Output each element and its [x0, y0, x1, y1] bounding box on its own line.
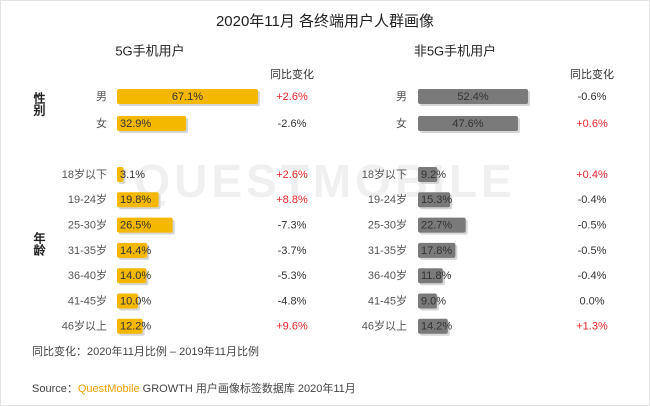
- source-text: GROWTH 用户画像标签数据库 2020年11月: [140, 381, 356, 395]
- value-label: 14.4%: [120, 245, 151, 257]
- value-label: 67.1%: [172, 91, 203, 103]
- value-label: 26.5%: [120, 220, 151, 232]
- category-label: 41-45岁: [368, 293, 407, 307]
- bar: [117, 89, 258, 104]
- bar: [418, 268, 443, 284]
- bar: [418, 89, 529, 104]
- category-label: 25-30岁: [368, 218, 407, 232]
- value-label: 14.0%: [120, 270, 151, 282]
- source-prefix: Source：: [32, 383, 78, 395]
- value-label: 17.8%: [421, 245, 452, 257]
- category-label: 女: [396, 116, 407, 130]
- change-label: 0.0%: [579, 295, 604, 307]
- category-label: 36-40岁: [368, 268, 407, 282]
- panel-title: 5G手机用户: [115, 43, 184, 58]
- bar: [418, 217, 466, 233]
- value-label: 14.2%: [421, 321, 452, 333]
- bar: [418, 116, 518, 131]
- change-header: 同比变化: [570, 67, 614, 81]
- bar: [418, 192, 451, 208]
- group-label: 性别: [32, 92, 46, 116]
- value-label: 15.3%: [421, 194, 452, 206]
- category-label: 18岁以下: [362, 167, 407, 181]
- category-label: 36-40岁: [68, 268, 107, 282]
- change-label: -7.3%: [278, 220, 307, 232]
- change-label: +8.8%: [276, 194, 308, 206]
- category-label: 女: [96, 116, 107, 130]
- category-label: 19-24岁: [368, 192, 407, 206]
- bar: [418, 167, 438, 182]
- change-label: -0.5%: [578, 220, 607, 232]
- bar: [117, 268, 147, 284]
- bar: [117, 167, 124, 182]
- chart-title: 2020年11月 各终端用户人群画像: [216, 13, 434, 30]
- value-label: 19.8%: [120, 194, 151, 206]
- category-label: 18岁以下: [62, 167, 107, 181]
- change-label: -0.6%: [578, 91, 607, 103]
- group-label: 年龄: [32, 232, 46, 256]
- change-label: +9.6%: [276, 321, 308, 333]
- bar: [117, 192, 159, 208]
- change-label: +2.6%: [276, 169, 308, 181]
- source-brand: QuestMobile: [78, 383, 140, 395]
- change-label: -5.3%: [278, 270, 307, 282]
- bar: [418, 318, 448, 334]
- bar: [117, 217, 173, 233]
- bar: [117, 293, 138, 309]
- value-label: 9.0%: [421, 295, 446, 307]
- value-label: 9.2%: [421, 169, 446, 181]
- value-label: 10.0%: [120, 295, 151, 307]
- bar: [418, 293, 437, 309]
- bar: [117, 318, 143, 334]
- category-label: 31-35岁: [68, 243, 107, 257]
- category-label: 41-45岁: [68, 293, 107, 307]
- change-label: -0.5%: [578, 245, 607, 257]
- value-label: 47.6%: [452, 118, 483, 130]
- source: Source：QuestMobile GROWTH 用户画像标签数据库 2020…: [32, 381, 356, 395]
- value-label: 52.4%: [457, 91, 488, 103]
- change-label: -0.4%: [578, 194, 607, 206]
- category-label: 46岁以上: [62, 319, 107, 333]
- category-label: 男: [396, 91, 407, 103]
- value-label: 22.7%: [421, 220, 452, 232]
- watermark: QUESTMOBILE: [134, 155, 515, 207]
- category-label: 46岁以上: [362, 319, 407, 333]
- category-label: 31-35岁: [368, 243, 407, 257]
- change-label: -0.4%: [578, 270, 607, 282]
- change-label: -4.8%: [278, 295, 307, 307]
- change-label: +1.3%: [576, 321, 608, 333]
- change-label: +0.4%: [576, 169, 608, 181]
- value-label: 12.2%: [120, 321, 151, 333]
- bar: [117, 242, 148, 258]
- change-label: +0.6%: [576, 118, 608, 130]
- change-label: -3.7%: [278, 245, 307, 257]
- bar: [418, 242, 456, 258]
- category-label: 19-24岁: [68, 192, 107, 206]
- change-label: +2.6%: [276, 91, 308, 103]
- value-label: 3.1%: [120, 169, 145, 181]
- note: 同比变化：2020年11月比例 – 2019年11月比例: [32, 344, 259, 358]
- change-label: -2.6%: [278, 118, 307, 130]
- value-label: 11.8%: [421, 270, 452, 282]
- panel-title: 非5G手机用户: [414, 43, 496, 58]
- change-header: 同比变化: [270, 67, 314, 81]
- category-label: 25-30岁: [68, 218, 107, 232]
- bar: [117, 116, 187, 131]
- value-label: 32.9%: [120, 118, 151, 130]
- category-label: 男: [96, 91, 107, 103]
